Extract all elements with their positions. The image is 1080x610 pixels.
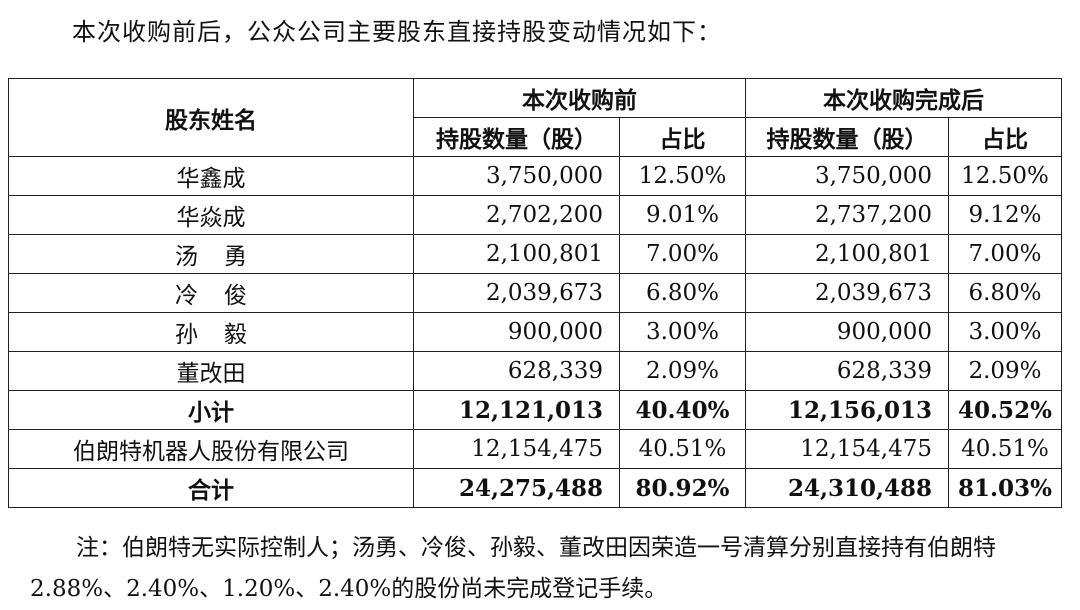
shareholder-name: 孙毅 [8,312,414,352]
after-qty: 900,000 [745,312,949,352]
before-qty: 12,121,013 [413,390,620,430]
before-pct: 40.51% [619,429,746,469]
after-qty: 628,339 [745,351,949,391]
after-pct: 7.00% [948,234,1062,274]
footnote: 注：伯朗特无实际控制人；汤勇、冷俊、孙毅、董改田因荣造一号清算分别直接持有伯朗特… [30,535,996,602]
table-row: 冷俊 2,039,673 6.80% 2,039,673 6.80% [8,273,1062,313]
after-qty: 2,737,200 [745,195,949,235]
table-row: 董改田 628,339 2.09% 628,339 2.09% [8,351,1062,391]
after-pct: 12.50% [948,156,1062,196]
header-after-qty: 持股数量（股） [745,117,949,157]
table-row: 华鑫成 3,750,000 12.50% 3,750,000 12.50% [8,156,1062,196]
before-qty: 12,154,475 [413,429,620,469]
intro-text: 本次收购前后，公众公司主要股东直接持股变动情况如下： [72,18,722,46]
before-qty: 2,100,801 [413,234,620,274]
after-qty: 24,310,488 [745,468,949,508]
shareholder-name: 董改田 [8,351,414,391]
after-pct: 3.00% [948,312,1062,352]
after-pct: 40.52% [948,390,1062,430]
table-row: 伯朗特机器人股份有限公司 12,154,475 40.51% 12,154,47… [8,429,1062,469]
after-pct: 2.09% [948,351,1062,391]
before-pct: 2.09% [619,351,746,391]
before-qty: 3,750,000 [413,156,620,196]
before-pct: 40.40% [619,390,746,430]
total-label: 合计 [8,468,414,508]
before-qty: 2,039,673 [413,273,620,313]
table-header-row: 股东姓名 本次收购前 本次收购完成后 [8,78,1062,157]
after-qty: 2,100,801 [745,234,949,274]
after-qty: 12,154,475 [745,429,949,469]
table-row: 汤勇 2,100,801 7.00% 2,100,801 7.00% [8,234,1062,274]
shareholding-table: 股东姓名 本次收购前 本次收购完成后 持股数量（股） 占比 持股数量（股） 占比… [8,78,1062,508]
shareholder-name: 汤勇 [8,234,414,274]
shareholder-name: 冷俊 [8,273,414,313]
shareholder-name: 华鑫成 [8,156,414,196]
subtotal-label: 小计 [8,390,414,430]
header-shareholder-name: 股东姓名 [8,78,414,157]
after-qty: 2,039,673 [745,273,949,313]
header-before-qty: 持股数量（股） [413,117,620,157]
before-pct: 6.80% [619,273,746,313]
before-pct: 3.00% [619,312,746,352]
after-qty: 3,750,000 [745,156,949,196]
shareholder-name: 伯朗特机器人股份有限公司 [8,429,414,469]
total-row: 合计 24,275,488 80.92% 24,310,488 81.03% [8,468,1062,508]
after-pct: 40.51% [948,429,1062,469]
header-before-acquisition: 本次收购前 [413,78,746,118]
before-qty: 2,702,200 [413,195,620,235]
subtotal-row: 小计 12,121,013 40.40% 12,156,013 40.52% [8,390,1062,430]
after-pct: 6.80% [948,273,1062,313]
after-qty: 12,156,013 [745,390,949,430]
before-pct: 9.01% [619,195,746,235]
table-row: 华焱成 2,702,200 9.01% 2,737,200 9.12% [8,195,1062,235]
before-pct: 12.50% [619,156,746,196]
header-before-pct: 占比 [619,117,746,157]
before-pct: 80.92% [619,468,746,508]
before-pct: 7.00% [619,234,746,274]
before-qty: 24,275,488 [413,468,620,508]
header-after-acquisition: 本次收购完成后 [745,78,1062,118]
header-after-pct: 占比 [948,117,1062,157]
after-pct: 9.12% [948,195,1062,235]
before-qty: 900,000 [413,312,620,352]
after-pct: 81.03% [948,468,1062,508]
table-row: 孙毅 900,000 3.00% 900,000 3.00% [8,312,1062,352]
shareholder-name: 华焱成 [8,195,414,235]
before-qty: 628,339 [413,351,620,391]
